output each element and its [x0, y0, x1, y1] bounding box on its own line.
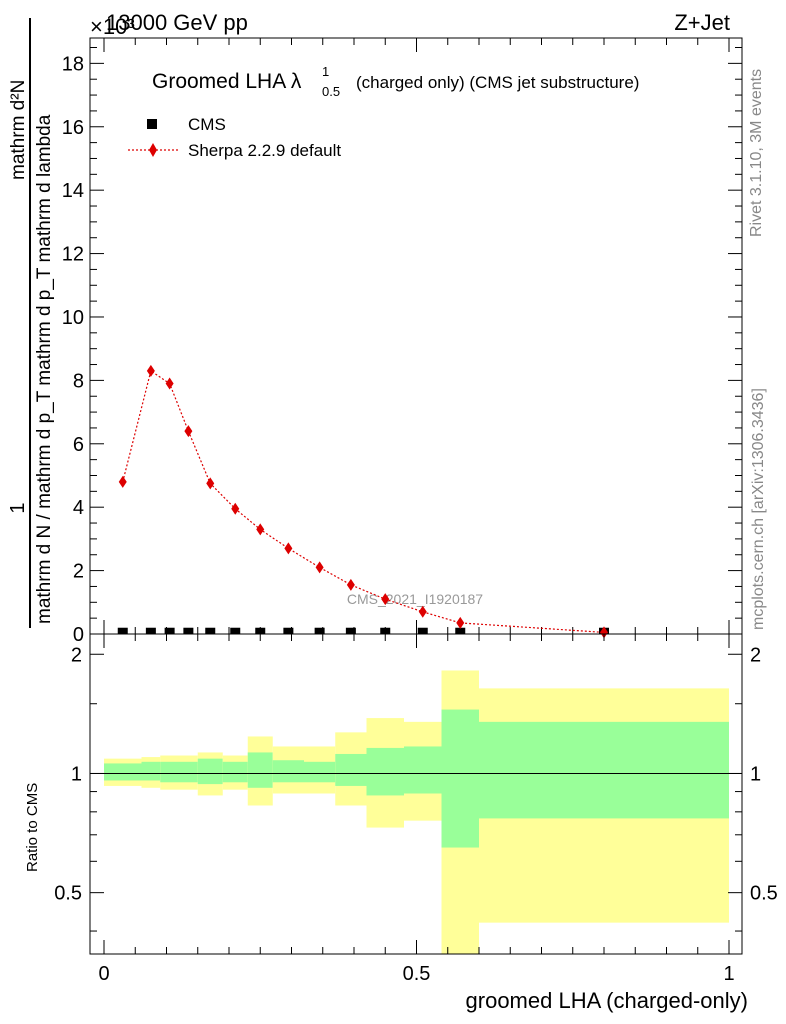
ratio-xlabel: groomed LHA (charged-only)	[466, 988, 748, 1013]
cms-point	[183, 627, 194, 634]
ratio-band-green	[179, 761, 198, 783]
main-ytick-label: 18	[62, 53, 84, 75]
sherpa-point	[165, 377, 174, 390]
legend-sherpa-label: Sherpa 2.2.9 default	[188, 141, 341, 160]
ylabel-fraction-top: mathrm d²N	[8, 80, 29, 180]
ratio-band-green	[304, 761, 336, 783]
ratio-ylabel: Ratio to CMS	[24, 783, 41, 872]
sherpa-point	[600, 626, 608, 639]
sherpa-point	[206, 477, 215, 490]
sherpa-point	[346, 578, 355, 591]
ratio-band-green	[104, 763, 142, 781]
rivet-label: Rivet 3.1.10, 3M events	[748, 69, 765, 237]
ratio-band-green	[197, 758, 223, 785]
mcplots-label: mcplots.cern.ch [arXiv:1306.3436]	[750, 388, 767, 630]
ratio-band-green	[441, 709, 479, 848]
analysis-watermark: CMS_2021_I1920187	[347, 591, 483, 607]
cms-point	[255, 627, 266, 634]
ratio-ytick-label-right: 1	[750, 763, 761, 785]
cms-point	[380, 627, 391, 634]
ratio-xtick-label: 0.5	[403, 963, 431, 985]
main-ytick-label: 0	[73, 624, 84, 646]
legend: CMS Sherpa 2.2.9 default	[128, 115, 341, 160]
sherpa-point	[184, 425, 193, 438]
sherpa-point	[284, 542, 293, 555]
exponent-label: ×10³	[90, 14, 135, 39]
energy-label: 13000 GeV pp	[106, 10, 248, 35]
title-main: Groomed LHA λ	[152, 70, 302, 93]
main-ytick-label: 8	[73, 370, 84, 392]
ratio-bands	[104, 670, 729, 954]
ratio-ytick-label: 1	[71, 763, 82, 785]
sherpa-line	[122, 369, 605, 634]
sherpa-point	[315, 561, 324, 574]
ratio-band-green	[272, 760, 304, 783]
process-label: Z+Jet	[674, 10, 730, 35]
legend-cms-marker	[147, 119, 157, 129]
main-ytick-label: 6	[73, 434, 84, 456]
ratio-band-green	[247, 752, 273, 788]
ratio-band-green	[479, 721, 729, 819]
main-ylabel: 1 mathrm d N / mathrm d p_T mathrm d p_T…	[7, 18, 55, 628]
ylabel-denominator: mathrm d N / mathrm d p_T mathrm d p_T m…	[34, 114, 55, 624]
ratio-band-green	[222, 761, 248, 783]
main-ytick-label: 12	[62, 244, 84, 266]
ratio-band-green	[141, 761, 161, 781]
main-ytick-label: 16	[62, 117, 84, 139]
title-sup: 1	[322, 64, 329, 79]
cms-point	[164, 627, 175, 634]
main-ytick-label: 10	[62, 307, 84, 329]
ratio-xtick-label: 1	[723, 963, 734, 985]
ratio-band-green	[404, 746, 442, 794]
cms-point	[314, 627, 325, 634]
ratio-ytick-label: 0.5	[54, 883, 82, 905]
ratio-band-green	[366, 747, 404, 796]
cms-point	[230, 627, 241, 634]
ratio-ticks: 0 0.5 1 0.5 0.5 1 1 2 2	[54, 634, 778, 985]
sherpa-point	[118, 475, 127, 488]
title-rest: (charged only) (CMS jet substructure)	[356, 73, 639, 92]
sherpa-point	[418, 605, 427, 618]
legend-cms-label: CMS	[188, 115, 226, 134]
cms-point	[345, 627, 356, 634]
ratio-ytick-label-right: 0.5	[750, 883, 778, 905]
main-ytick-label: 4	[73, 497, 84, 519]
cms-point	[455, 627, 466, 634]
sherpa-point	[231, 502, 240, 515]
title-sub: 0.5	[322, 84, 340, 99]
main-yticks: 0 2 4 6 8 10 12 14 16 18	[62, 47, 742, 646]
main-ytick-label: 2	[73, 561, 84, 583]
sherpa-point	[381, 593, 390, 606]
ylabel-numerator: 1	[7, 502, 29, 513]
ratio-band-green	[160, 761, 179, 783]
sherpa-point	[146, 364, 155, 377]
main-series	[117, 364, 609, 639]
cms-point	[205, 627, 216, 634]
cms-point	[145, 627, 156, 634]
ratio-band-green	[335, 753, 367, 786]
sherpa-point	[256, 523, 265, 536]
cms-point	[117, 627, 128, 634]
main-title: Groomed LHA λ 1 0.5 (charged only) (CMS …	[152, 64, 639, 99]
cms-point	[417, 627, 428, 634]
ratio-ytick-label-right: 2	[750, 644, 761, 666]
ratio-xtick-label: 0	[98, 963, 109, 985]
ratio-ytick-label: 2	[71, 644, 82, 666]
sherpa-point	[456, 616, 465, 629]
cms-point	[283, 627, 294, 634]
main-ytick-label: 14	[62, 180, 84, 202]
legend-sherpa-marker	[149, 143, 157, 157]
